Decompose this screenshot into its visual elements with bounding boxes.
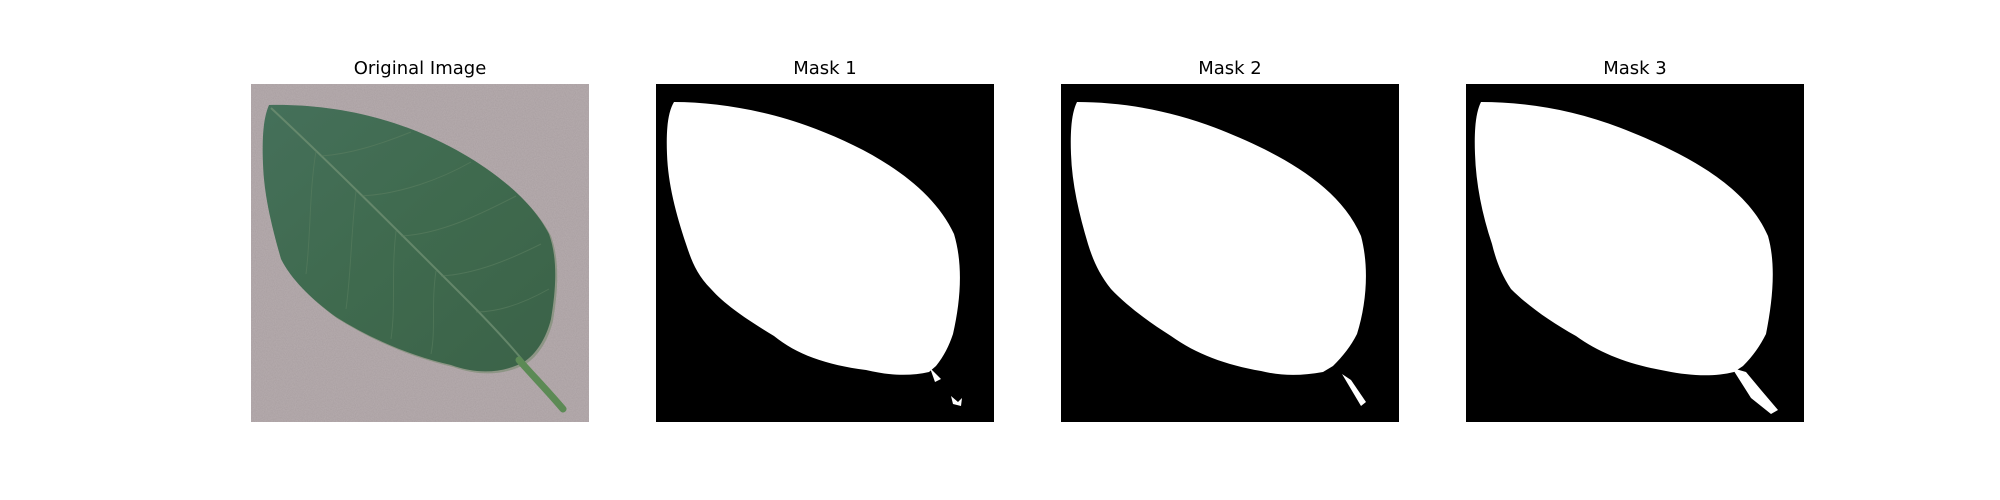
mask-1-panel (656, 84, 994, 422)
mask-1-image (656, 84, 994, 422)
panel-title-mask-1: Mask 1 (793, 58, 857, 79)
panel-title-original: Original Image (353, 58, 487, 79)
original-image-panel (251, 84, 589, 422)
leaf-photo (251, 84, 589, 422)
mask-1-leaf-region (666, 102, 960, 375)
mask-2-image (1061, 84, 1399, 422)
mask-2-panel (1061, 84, 1399, 422)
mask-3-panel (1466, 84, 1804, 422)
mask-2-petiole (1342, 374, 1366, 406)
mask-2-leaf-region (1070, 102, 1366, 375)
mask-1-fragment (951, 396, 962, 406)
mask-3-image (1466, 84, 1804, 422)
leaf-blade (262, 104, 556, 372)
leaf-petiole (515, 356, 567, 413)
mask-3-petiole (1732, 368, 1778, 414)
panel-title-mask-3: Mask 3 (1603, 58, 1667, 79)
panel-title-mask-2: Mask 2 (1198, 58, 1262, 79)
mask-3-leaf-region (1474, 102, 1773, 376)
